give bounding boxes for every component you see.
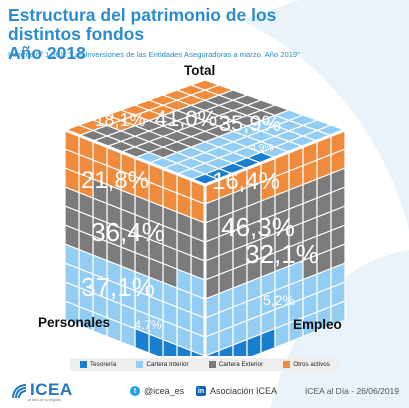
value-label-total-otros-activos: 18,1% bbox=[94, 110, 145, 130]
face-label-empleo: Empleo bbox=[293, 317, 342, 332]
value-label-personales-cartera-interior: 37,1% bbox=[81, 272, 155, 302]
legend-swatch-cartera-interior bbox=[136, 361, 144, 368]
twitter-handle: @icea_es bbox=[144, 386, 185, 396]
legend-label-cartera-exterior: Cartera Exterior bbox=[218, 361, 264, 368]
legend-item-otros-activos: Otros activos bbox=[283, 361, 330, 368]
footer-date: ICEA al Día - 26/06/2019 bbox=[304, 386, 399, 396]
value-label-total-cartera-interior: 35,9% bbox=[219, 111, 281, 136]
linkedin-link[interactable]: in Asociación ICEA bbox=[196, 386, 277, 396]
title-line-2: Año 2018 bbox=[8, 43, 86, 63]
legend-swatch-otros-activos bbox=[283, 361, 291, 368]
legend-label-cartera-interior: Cartera Interior bbox=[146, 361, 189, 368]
cube-edges bbox=[64, 128, 346, 356]
twitter-link[interactable]: t @icea_es bbox=[130, 386, 184, 396]
face-label-total: Total bbox=[184, 63, 216, 78]
value-label-personales-tesoreria: 4,7% bbox=[134, 318, 162, 332]
chart-legend: Tesorería Cartera Interior Cartera Exter… bbox=[70, 358, 340, 371]
legend-label-otros-activos: Otros activos bbox=[293, 361, 330, 368]
value-label-empleo-otros-activos: 16,4% bbox=[212, 168, 280, 195]
icea-logo-tagline: al lado de tu negocio bbox=[28, 398, 62, 402]
legend-item-cartera-exterior: Cartera Exterior bbox=[208, 361, 264, 368]
cell-total-otros-activos bbox=[189, 79, 221, 91]
legend-item-tesoreria: Tesorería bbox=[80, 361, 116, 368]
twitter-icon: t bbox=[130, 386, 140, 396]
face-empleo bbox=[204, 129, 346, 356]
legend-swatch-cartera-exterior bbox=[208, 361, 216, 368]
value-label-total-cartera-exterior: 41,0% bbox=[155, 106, 217, 131]
legend-swatch-tesoreria bbox=[80, 361, 88, 368]
value-label-total-tesoreria: 4,9% bbox=[251, 143, 274, 154]
linkedin-icon: in bbox=[196, 386, 206, 396]
face-label-personales: Personales bbox=[38, 315, 111, 330]
icea-swirl-icon bbox=[12, 384, 27, 399]
value-label-empleo-tesoreria: 5,2% bbox=[263, 292, 295, 308]
face-personales bbox=[64, 129, 206, 356]
title-line-1: Estructura del patrimonio de los distint… bbox=[8, 5, 277, 44]
icea-logo-text: ICEA bbox=[30, 380, 73, 399]
legend-item-cartera-interior: Cartera Interior bbox=[136, 361, 189, 368]
linkedin-name: Asociación ICEA bbox=[210, 386, 278, 396]
value-label-empleo-cartera-exterior: 46,3% bbox=[221, 212, 295, 242]
cube-chart: 4,9% 35,9%41,0% 18,1% 4,7% 37,1% 36,4% 21,8% 5,… bbox=[63, 79, 347, 356]
value-label-personales-cartera-exterior: 36,4% bbox=[91, 217, 165, 247]
footer: ICEA al lado de tu negocio t @icea_es in… bbox=[0, 378, 409, 408]
icea-logo[interactable]: ICEA bbox=[10, 380, 73, 400]
chart-title: Estructura del patrimonio de los distint… bbox=[8, 6, 348, 63]
value-label-empleo-cartera-interior: 32,1% bbox=[245, 239, 319, 269]
chart-subtitle: Informe nº 1.561: "Las Inversiones de la… bbox=[8, 50, 300, 59]
value-label-personales-otros-activos: 21,8% bbox=[81, 167, 149, 194]
legend-label-tesoreria: Tesorería bbox=[90, 361, 117, 368]
